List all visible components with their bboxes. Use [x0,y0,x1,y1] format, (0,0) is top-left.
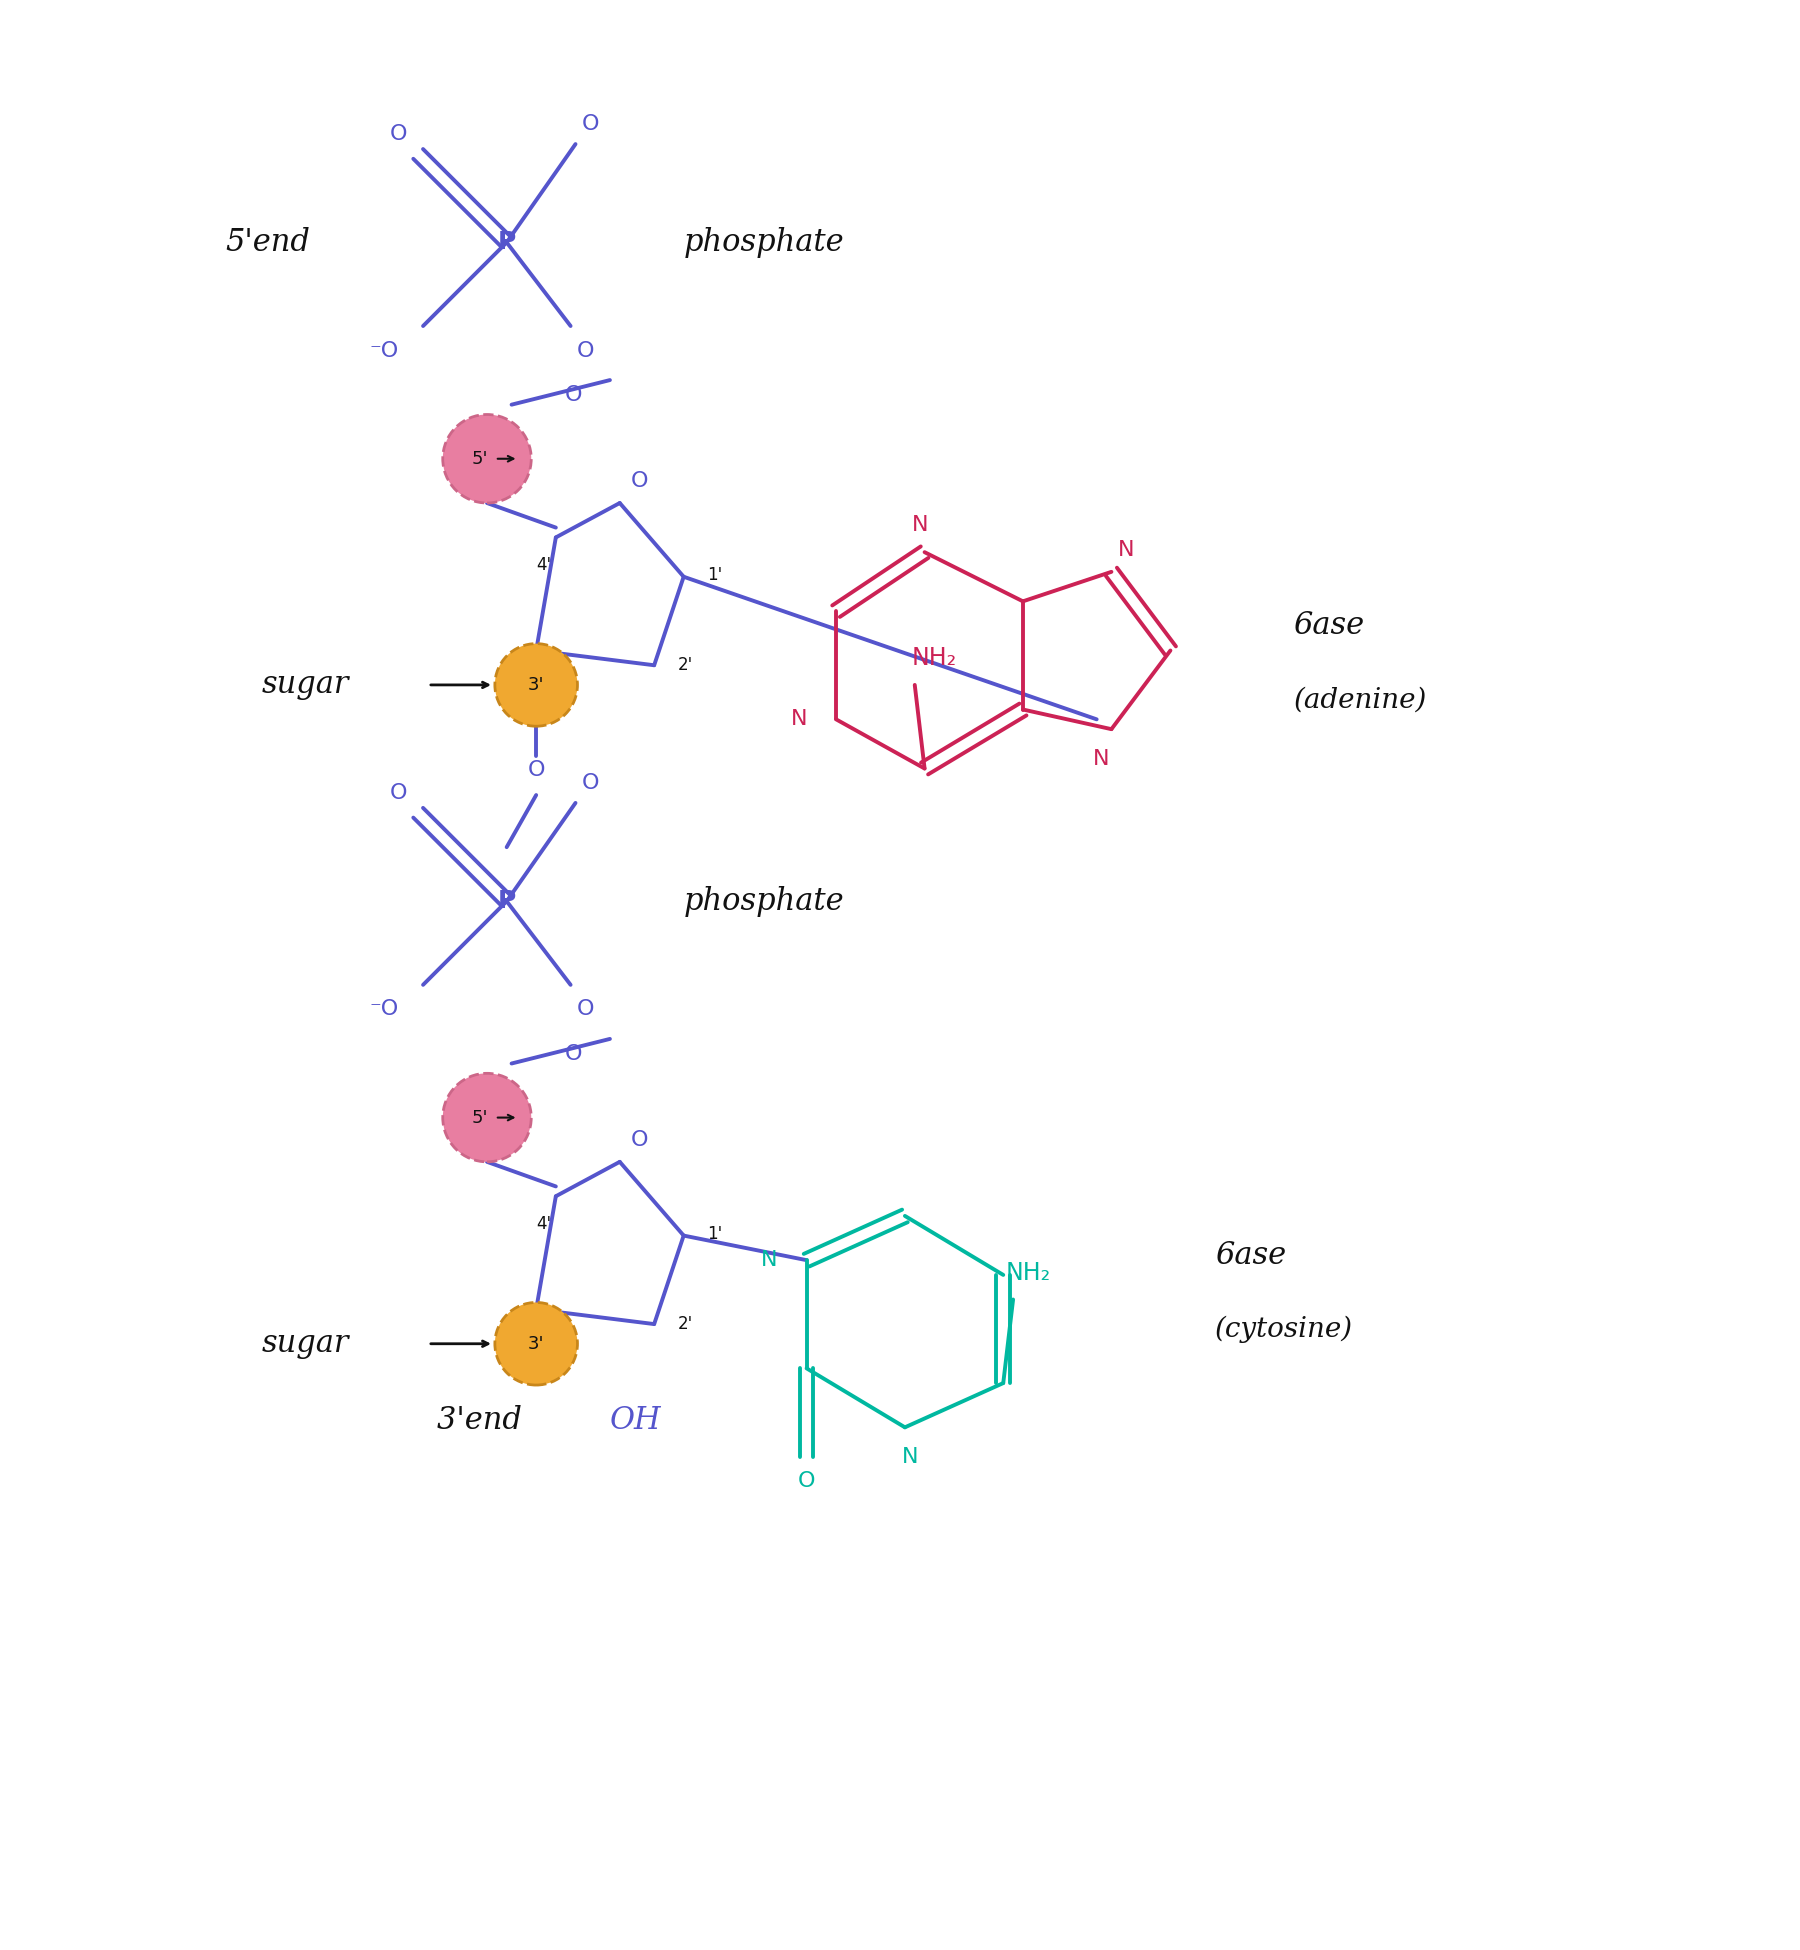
Text: 6ase: 6ase [1215,1240,1285,1271]
Text: 3': 3' [527,1334,544,1353]
Text: O: O [581,115,599,135]
Text: 6ase: 6ase [1294,610,1364,642]
Text: O: O [576,341,594,361]
Text: 4': 4' [536,556,551,573]
Text: 5'end: 5'end [225,226,310,257]
Text: P: P [497,230,517,254]
Text: O: O [630,1131,648,1150]
Text: N: N [761,1250,778,1269]
Text: N: N [1093,749,1111,768]
Text: (cytosine): (cytosine) [1215,1316,1354,1344]
Text: O: O [581,774,599,794]
Text: 1': 1' [707,566,724,583]
Text: phosphate: phosphate [684,226,844,257]
Text: ⁻O: ⁻O [369,341,398,361]
Text: ⁻O: ⁻O [369,1000,398,1020]
Text: O: O [797,1472,815,1492]
Text: O: O [391,784,407,803]
Text: 5': 5' [472,1110,488,1127]
Text: N: N [790,710,806,729]
Text: 3': 3' [527,677,544,694]
Text: O: O [563,384,581,406]
Text: P: P [497,889,517,913]
Text: N: N [911,515,929,534]
Text: N: N [902,1447,918,1466]
Text: (adenine): (adenine) [1294,686,1427,714]
Text: O: O [391,125,407,144]
Text: O: O [576,1000,594,1020]
Text: OH: OH [610,1404,662,1435]
Circle shape [495,644,578,725]
Text: N: N [1118,540,1134,560]
Text: 4': 4' [536,1215,551,1232]
Circle shape [443,1072,531,1162]
Text: 1': 1' [707,1225,724,1242]
Circle shape [495,1303,578,1384]
Circle shape [443,415,531,503]
Text: sugar: sugar [261,669,349,700]
Text: 2': 2' [679,657,693,675]
Text: 5': 5' [472,450,488,468]
Text: NH₂: NH₂ [1004,1262,1051,1285]
Text: NH₂: NH₂ [913,645,958,671]
Text: sugar: sugar [261,1328,349,1359]
Text: O: O [630,472,648,491]
Text: 3'end: 3'end [437,1404,531,1435]
Text: phosphate: phosphate [684,885,844,916]
Text: 2': 2' [679,1314,693,1334]
Text: O: O [563,1043,581,1063]
Text: O: O [527,760,545,780]
